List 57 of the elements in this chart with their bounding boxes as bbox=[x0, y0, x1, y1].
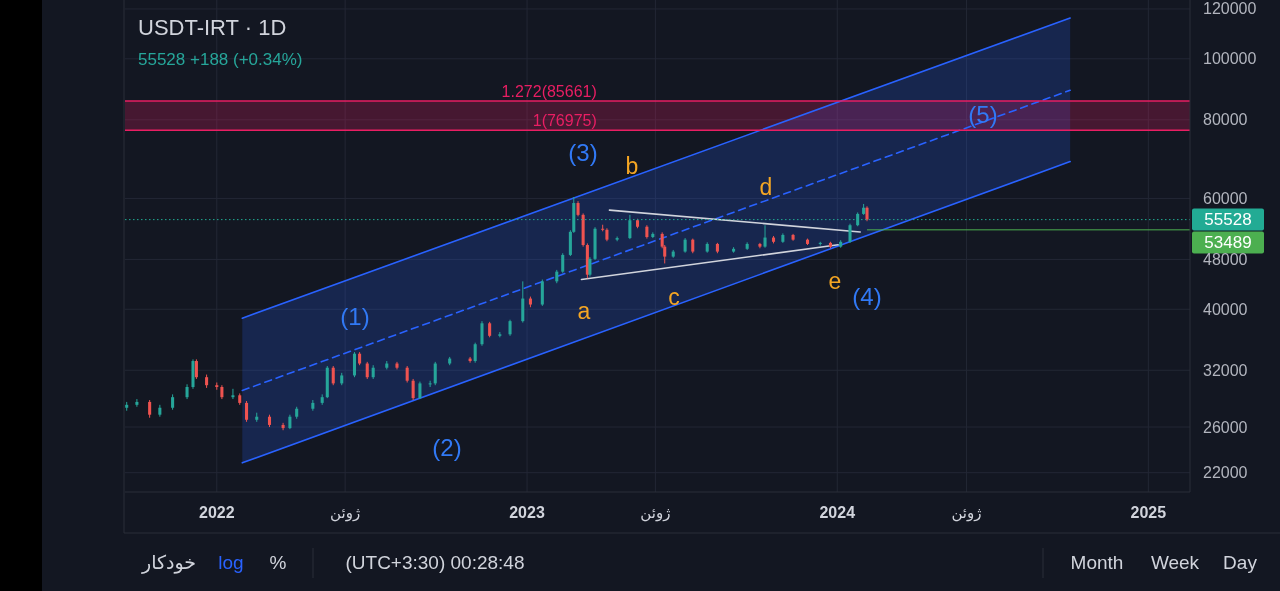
y-tick-label: 60000 bbox=[1203, 189, 1248, 207]
annotation: (5) bbox=[968, 100, 998, 128]
candlestick bbox=[763, 224, 767, 249]
candlestick bbox=[135, 398, 139, 408]
annotation: b bbox=[625, 153, 639, 179]
ref-line-label: 1.272(85661) bbox=[501, 82, 597, 100]
candlestick bbox=[411, 378, 415, 401]
text: Week bbox=[1150, 551, 1200, 573]
candlestick bbox=[428, 380, 432, 388]
candlestick bbox=[331, 365, 335, 386]
candlestick bbox=[848, 223, 852, 244]
x-tick-label: 2023 bbox=[509, 503, 545, 521]
x-tick-label: ژوئن bbox=[330, 503, 361, 522]
text: Month bbox=[1070, 551, 1124, 573]
annotation: (1) bbox=[340, 302, 370, 330]
text: Day bbox=[1223, 551, 1258, 573]
ref-line-label: 1(76975) bbox=[532, 111, 597, 129]
candlestick bbox=[281, 422, 285, 431]
annotation: a bbox=[577, 298, 591, 324]
text: (UTC+3:30) 00:28:48 bbox=[345, 551, 525, 573]
y-tick-label: 100000 bbox=[1203, 50, 1257, 68]
text: خودکار bbox=[140, 551, 197, 574]
y-tick-label: 120000 bbox=[1203, 0, 1257, 18]
candlestick bbox=[433, 361, 437, 386]
ref-line-label: 55528 bbox=[1204, 210, 1252, 230]
annotation: c bbox=[668, 284, 680, 310]
y-tick-label: 22000 bbox=[1203, 464, 1248, 482]
annotation: (3) bbox=[568, 138, 598, 166]
candlestick bbox=[245, 400, 249, 423]
annotation: (2) bbox=[432, 433, 462, 461]
text: log bbox=[218, 551, 244, 573]
y-tick-label: 80000 bbox=[1203, 111, 1248, 129]
candlestick bbox=[194, 358, 198, 380]
x-tick-label: ژوئن bbox=[951, 503, 982, 522]
candlestick bbox=[521, 280, 525, 324]
y-tick-label: 26000 bbox=[1203, 418, 1248, 436]
y-tick-label: 48000 bbox=[1203, 250, 1248, 268]
x-tick-label: 2025 bbox=[1130, 503, 1167, 521]
annotation: (4) bbox=[852, 282, 882, 310]
text: % bbox=[269, 551, 287, 573]
x-tick-label: 2022 bbox=[199, 503, 235, 521]
x-tick-label: ژوئن bbox=[640, 503, 671, 522]
x-tick-label: 2024 bbox=[819, 503, 856, 521]
candlestick bbox=[540, 279, 544, 307]
annotation: d bbox=[759, 174, 773, 200]
text: 55528 +188 (+0.34%) bbox=[138, 49, 303, 69]
candlestick bbox=[473, 342, 477, 364]
candlestick bbox=[588, 256, 592, 277]
y-tick-label: 40000 bbox=[1203, 300, 1248, 318]
y-tick-label: 32000 bbox=[1203, 361, 1248, 379]
candlestick bbox=[352, 351, 357, 378]
annotation: e bbox=[828, 268, 842, 294]
ref-line-label: 53489 bbox=[1204, 233, 1252, 253]
candlestick bbox=[480, 320, 484, 347]
candlestick bbox=[231, 388, 235, 400]
candlestick bbox=[561, 252, 565, 274]
text: USDT-IRT · 1D bbox=[138, 14, 287, 40]
